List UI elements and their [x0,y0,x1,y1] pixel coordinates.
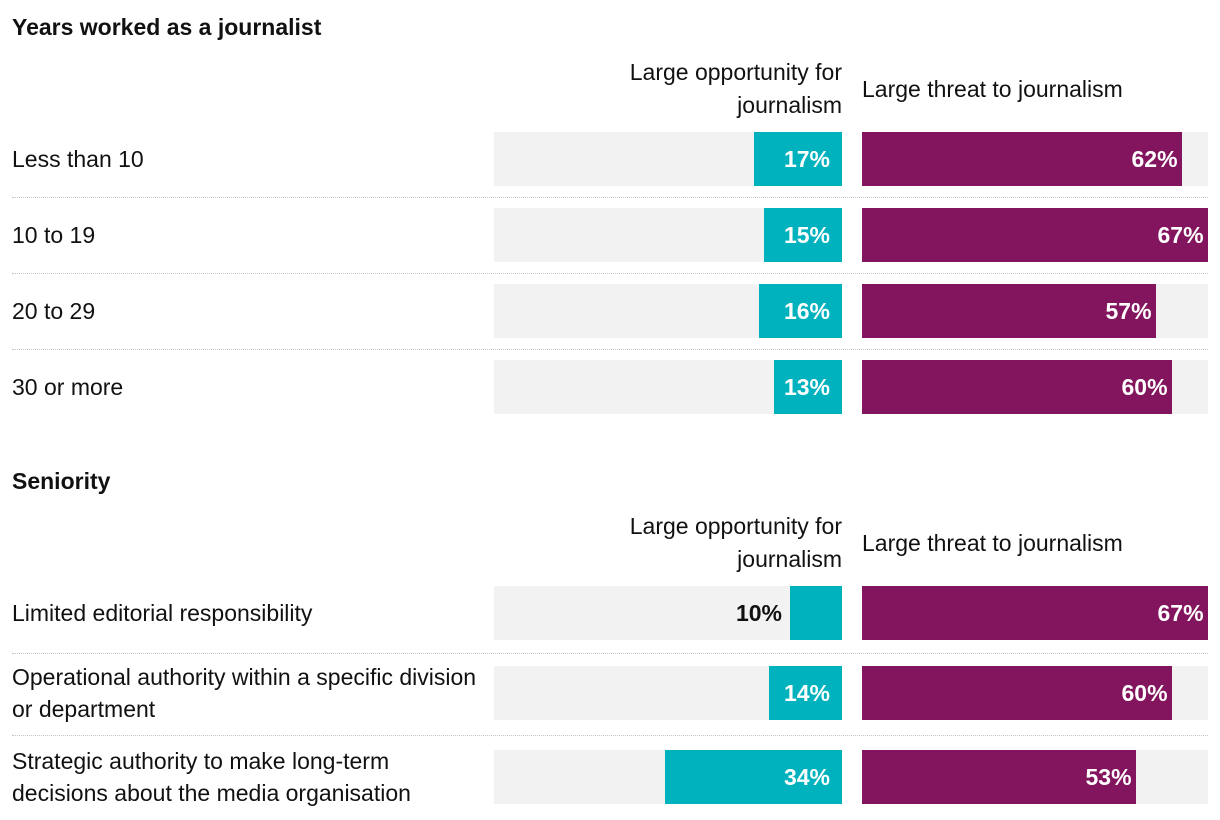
row-label: Limited editorial responsibility [12,600,313,626]
opportunity-value-label: 17% [783,146,830,172]
opportunity-track: 34% [494,750,842,804]
opportunity-value-label: 14% [783,680,830,706]
threat-track: 67% [862,208,1208,262]
opportunity-bar [665,750,842,804]
section-title: Seniority [12,468,111,494]
opportunity-column-header: Large opportunity for journalism [630,56,842,122]
row-label: Strategic authority to make long-term de… [12,748,411,806]
threat-column-header: Large threat to journalism [862,530,1123,556]
opportunity-bar [759,284,842,338]
row-divider [12,653,1208,654]
threat-bar [862,360,1172,414]
opportunity-value-label: 34% [783,764,830,790]
opportunity-value-label: 13% [783,374,830,400]
section-title: Years worked as a journalist [12,14,322,40]
threat-value-label: 62% [1131,146,1178,172]
opportunity-header-line: Large opportunity for [629,59,842,85]
threat-bar [862,208,1208,262]
threat-bar [862,586,1208,640]
threat-track: 57% [862,284,1208,338]
row-label: 10 to 19 [12,222,96,248]
threat-value-label: 60% [1121,374,1168,400]
opportunity-bar [754,132,842,186]
opportunity-track: 13% [494,360,842,414]
opportunity-track: 14% [494,666,842,720]
opportunity-bar [790,586,842,640]
opportunity-bar [774,360,842,414]
threat-track: 60% [862,666,1208,720]
opportunity-column-header: Large opportunity for journalism [630,510,842,576]
threat-track: 53% [862,750,1208,804]
opportunity-header-line: journalism [737,546,842,572]
opportunity-value-label: 15% [783,222,830,248]
row-label: 20 to 29 [12,298,96,324]
opportunity-header-line: journalism [737,92,842,118]
row-divider [12,273,1208,274]
threat-value-label: 67% [1157,600,1204,626]
opportunity-value-label: 10% [735,600,782,626]
threat-value-label: 60% [1121,680,1168,706]
threat-value-label: 53% [1085,764,1132,790]
threat-track: 67% [862,586,1208,640]
threat-track: 60% [862,360,1208,414]
row-label: Operational authority within a specific … [12,664,477,722]
opportunity-value-label: 16% [783,298,830,324]
threat-value-label: 57% [1105,298,1152,324]
threat-value-label: 67% [1157,222,1204,248]
row-divider [12,349,1208,350]
row-label: Less than 10 [12,146,144,172]
opportunity-track: 10% [494,586,842,640]
opportunity-bar [764,208,842,262]
opportunity-header-line: Large opportunity for [629,513,842,539]
opportunity-bar [769,666,842,720]
threat-track: 62% [862,132,1208,186]
opportunity-track: 17% [494,132,842,186]
threat-bar [862,132,1182,186]
threat-bar [862,666,1172,720]
row-divider [12,197,1208,198]
threat-column-header: Large threat to journalism [862,76,1123,102]
threat-bar [862,284,1156,338]
threat-bar [862,750,1136,804]
opportunity-track: 16% [494,284,842,338]
row-label: 30 or more [12,374,124,400]
row-divider [12,735,1208,736]
opportunity-track: 15% [494,208,842,262]
